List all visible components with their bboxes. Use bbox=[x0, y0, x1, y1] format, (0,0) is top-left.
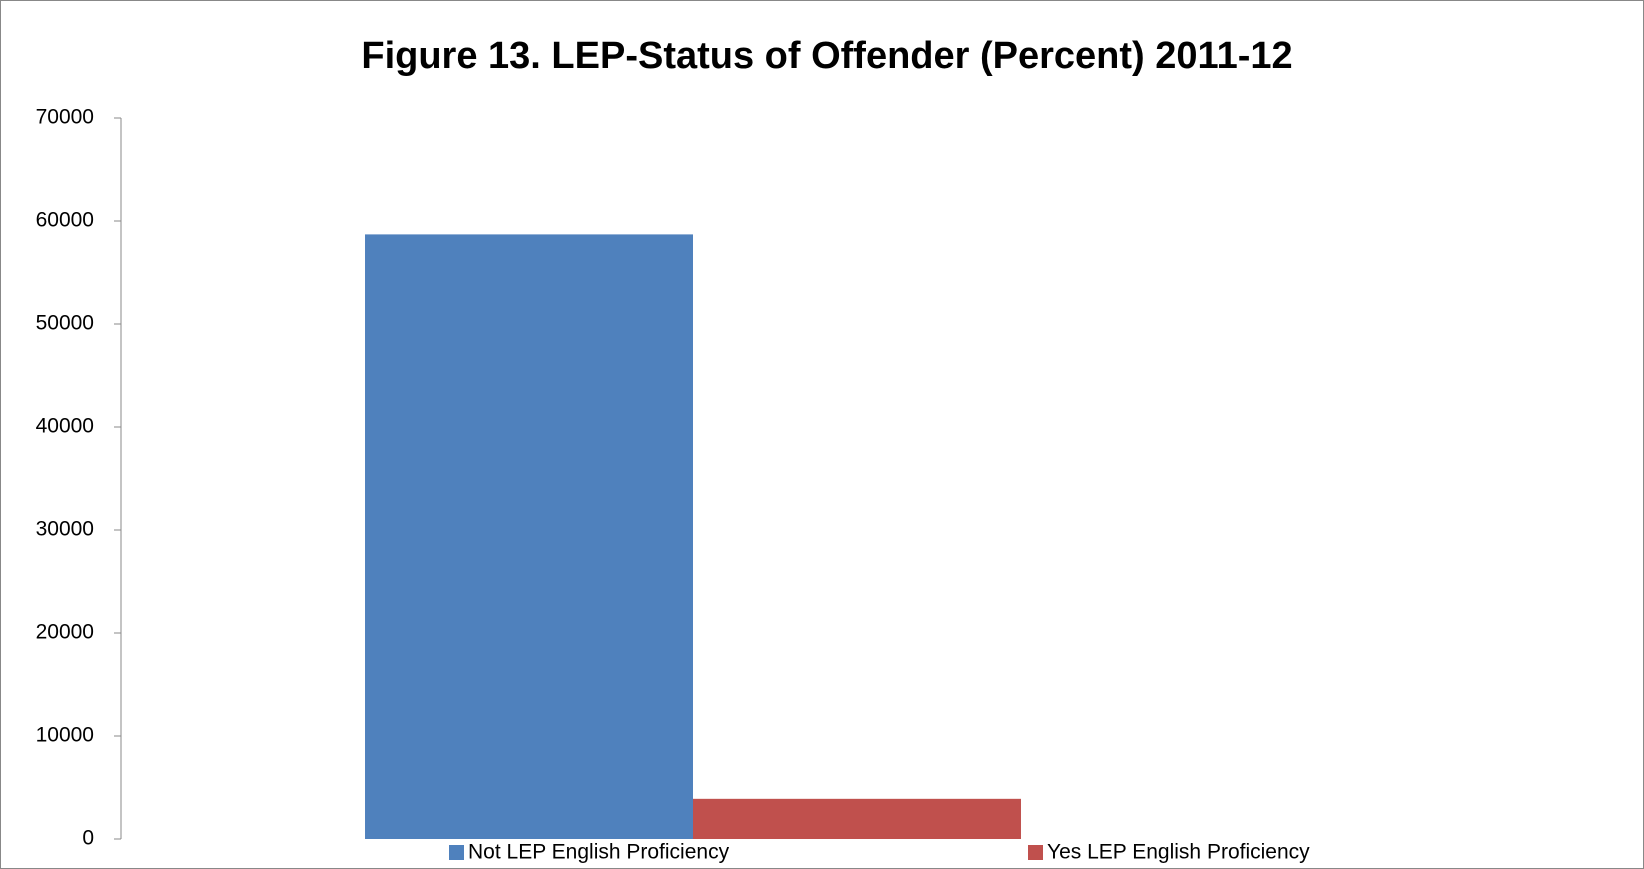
y-tick-label: 70000 bbox=[36, 106, 94, 129]
y-tick-label: 10000 bbox=[36, 724, 94, 747]
legend-swatch bbox=[1028, 845, 1043, 860]
legend-label: Not LEP English Proficiency bbox=[468, 841, 730, 864]
bar bbox=[693, 798, 1021, 839]
legend-swatch bbox=[449, 845, 464, 860]
y-tick-label: 30000 bbox=[36, 518, 94, 541]
bar bbox=[365, 234, 693, 839]
legend-label: Yes LEP English Proficiency bbox=[1047, 841, 1310, 864]
chart-title: Figure 13. LEP-Status of Offender (Perce… bbox=[361, 35, 1292, 77]
y-tick-label: 0 bbox=[82, 827, 94, 850]
y-tick-label: 20000 bbox=[36, 621, 94, 644]
y-tick-label: 60000 bbox=[36, 209, 94, 232]
y-tick-label: 40000 bbox=[36, 415, 94, 438]
y-tick-label: 50000 bbox=[36, 312, 94, 335]
